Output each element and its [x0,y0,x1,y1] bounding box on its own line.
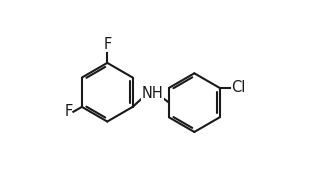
Text: NH: NH [141,86,163,101]
Text: Cl: Cl [231,80,246,95]
Text: F: F [103,37,112,52]
Text: F: F [64,104,72,119]
